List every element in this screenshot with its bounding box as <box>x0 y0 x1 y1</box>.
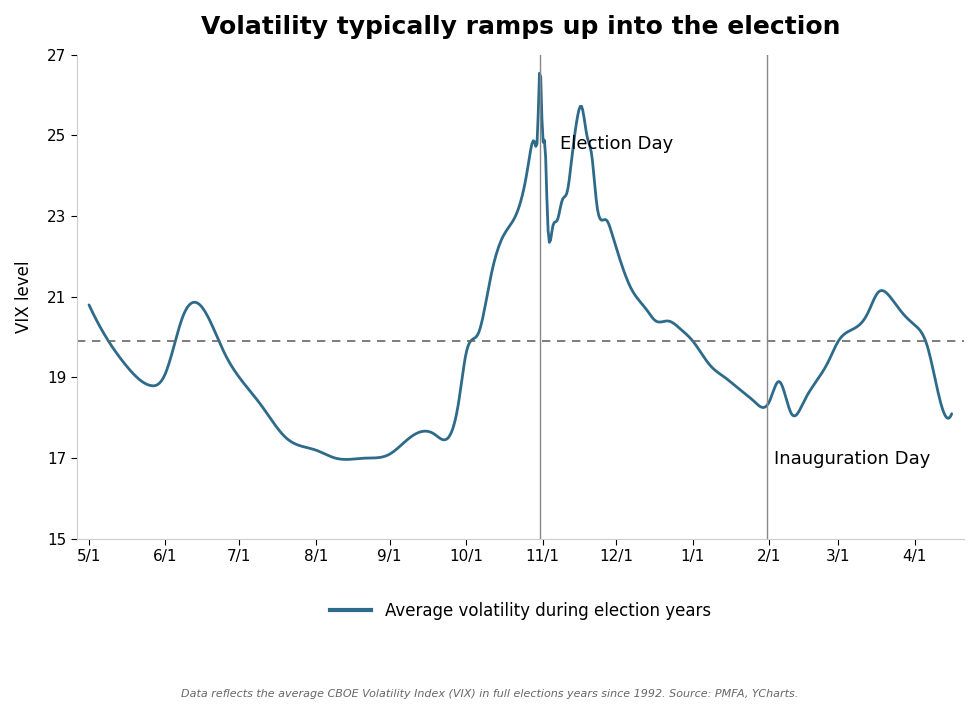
Y-axis label: VIX level: VIX level <box>15 260 33 333</box>
Text: Election Day: Election Day <box>559 135 672 153</box>
Text: Inauguration Day: Inauguration Day <box>774 450 930 468</box>
Legend: Average volatility during election years: Average volatility during election years <box>323 596 717 627</box>
Text: Data reflects the average CBOE Volatility Index (VIX) in full elections years si: Data reflects the average CBOE Volatilit… <box>181 689 797 699</box>
Title: Volatility typically ramps up into the election: Volatility typically ramps up into the e… <box>200 15 839 39</box>
